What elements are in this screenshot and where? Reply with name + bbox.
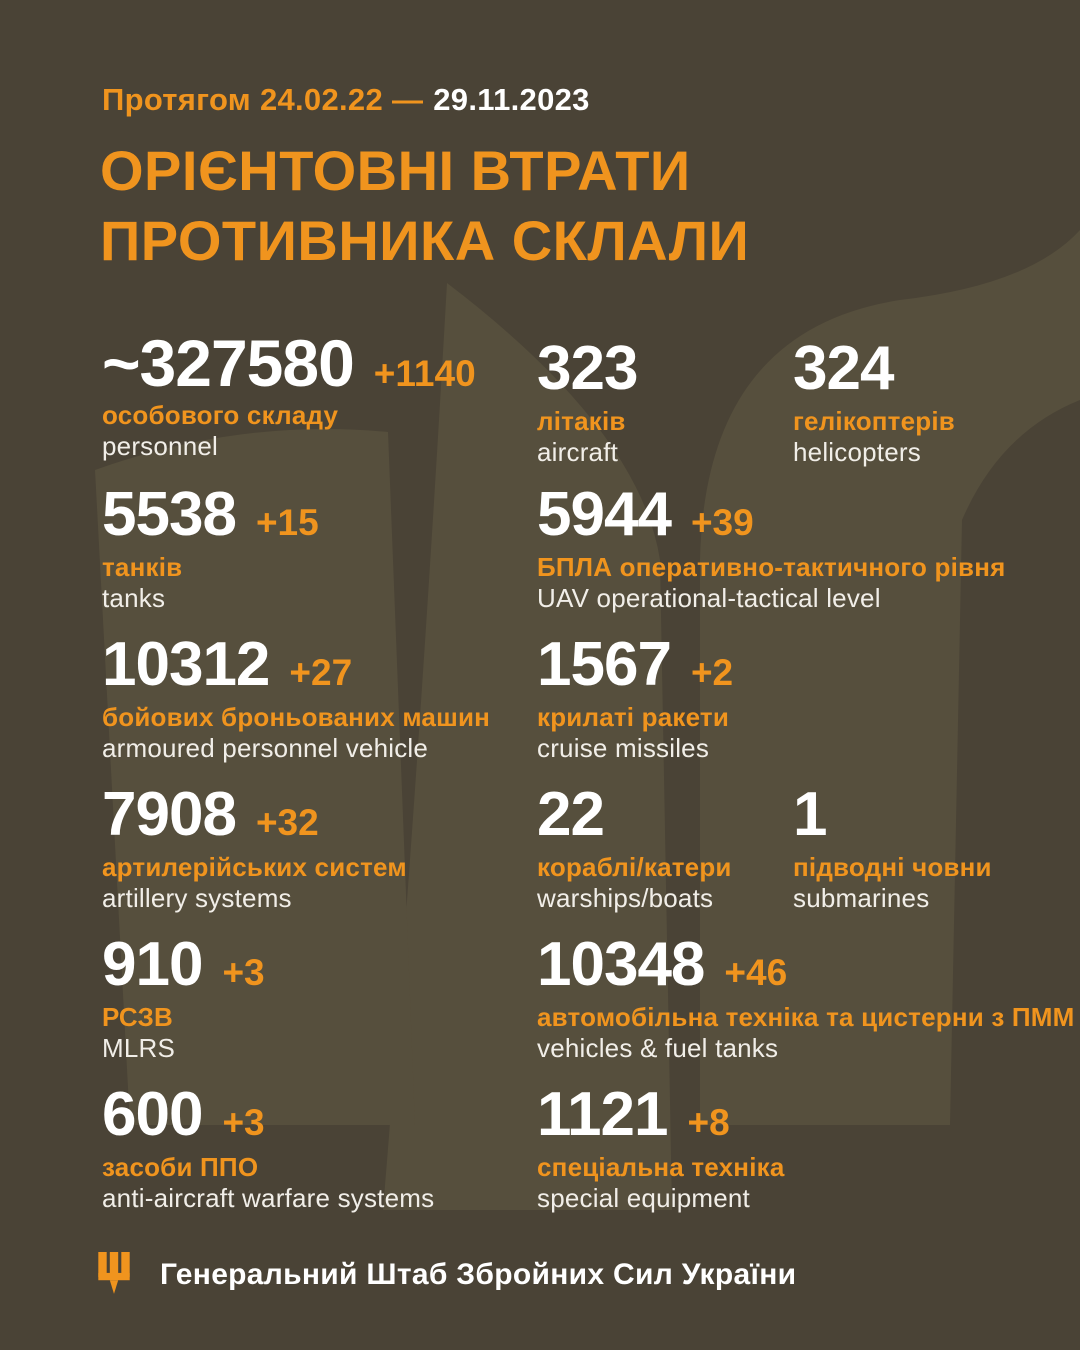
stat-delta: +15: [255, 502, 319, 543]
footer: Генеральний Штаб Збройних Сил України: [96, 1252, 796, 1298]
page-title: ОРІЄНТОВНІ ВТРАТИ ПРОТИВНИКА СКЛАЛИ: [100, 136, 749, 276]
stat-delta: +2: [690, 652, 734, 693]
page-title-line2: ПРОТИВНИКА СКЛАЛИ: [100, 209, 750, 272]
stat-label-ua: крилаті ракети: [537, 702, 730, 732]
stat-personnel: ~327580 +1140 особового складу personnel: [102, 330, 542, 461]
stat-warships: 22 кораблі/катери warships/boats: [537, 782, 787, 913]
stat-label-ua: кораблі/катери: [537, 852, 732, 882]
stat-label-ua: особового складу: [102, 400, 339, 430]
stat-value: 7908: [102, 780, 237, 849]
footer-org-name: Генеральний Штаб Збройних Сил України: [160, 1258, 797, 1291]
stat-special-equipment: 1121 +8 спеціальна техніка special equipm…: [537, 1082, 1077, 1213]
stat-delta: +8: [687, 1102, 730, 1143]
stat-label-ua: спеціальна техніка: [537, 1152, 785, 1182]
stat-label-ua: автомобільна техніка та цистерни з ПММ: [537, 1002, 1075, 1032]
date-range-start: Протягом 24.02.22 —: [102, 82, 424, 117]
stat-value: 10348: [537, 930, 705, 999]
stat-label-en: submarines: [793, 883, 930, 913]
stat-label-ua: літаків: [537, 406, 626, 436]
stat-cruise-missiles: 1567 +2 крилаті ракети cruise missiles: [537, 632, 1077, 763]
stat-label-en: warships/boats: [537, 883, 714, 913]
stat-value: 5944: [537, 480, 672, 549]
stat-value: 1567: [537, 630, 672, 699]
stat-label-en: special equipment: [537, 1183, 750, 1213]
stat-label-en: MLRS: [102, 1033, 176, 1063]
stat-apv: 10312 +27 бойових броньованих машин armou…: [102, 632, 532, 763]
stat-value: 600: [102, 1080, 203, 1149]
stat-label-ua: артилерійських систем: [102, 852, 407, 882]
stat-label-en: vehicles & fuel tanks: [537, 1033, 779, 1063]
stat-label-en: aircraft: [537, 437, 619, 467]
stat-value: 1: [793, 780, 827, 849]
stat-delta: +32: [255, 802, 319, 843]
stat-value: 5538: [102, 480, 237, 549]
stat-delta: +46: [724, 952, 788, 993]
stat-delta: +27: [289, 652, 353, 693]
stat-value: 324: [793, 334, 894, 403]
tryzub-icon: [96, 1252, 132, 1298]
stat-mlrs: 910 +3 РСЗВ MLRS: [102, 932, 522, 1063]
stat-value: 10312: [102, 630, 270, 699]
stat-tanks: 5538 +15 танків tanks: [102, 482, 522, 613]
stat-anti-aircraft: 600 +3 засоби ППО anti-aircraft warfare s…: [102, 1082, 532, 1213]
stat-label-ua: бойових броньованих машин: [102, 702, 491, 732]
stat-helicopters: 324 гелікоптерів helicopters: [793, 336, 1073, 467]
stat-label-en: cruise missiles: [537, 733, 710, 763]
stat-value: 1121: [537, 1080, 669, 1149]
stat-label-ua: підводні човни: [793, 852, 992, 882]
report-date: 29.11.2023: [433, 82, 590, 117]
stat-label-ua: танків: [102, 552, 183, 582]
stat-value: 910: [102, 930, 203, 999]
page-title-line1: ОРІЄНТОВНІ ВТРАТИ: [100, 139, 691, 202]
stat-label-ua: РСЗВ: [102, 1002, 173, 1032]
stat-label-en: artillery systems: [102, 883, 292, 913]
date-range: Протягом 24.02.22 — 29.11.2023: [102, 82, 590, 118]
stat-delta: +1140: [373, 353, 476, 394]
stat-delta: +39: [690, 502, 754, 543]
stat-label-en: armoured personnel vehicle: [102, 733, 429, 763]
stat-label-ua: засоби ППО: [102, 1152, 259, 1182]
stat-label-en: UAV operational-tactical level: [537, 583, 881, 613]
stat-delta: +3: [222, 1102, 265, 1143]
stat-label-en: anti-aircraft warfare systems: [102, 1183, 435, 1213]
stat-value: ~327580: [102, 326, 355, 400]
stat-delta: +3: [222, 952, 265, 993]
stat-vehicles: 10348 +46 автомобільна техніка та цистерн…: [537, 932, 1077, 1063]
stat-label-en: personnel: [102, 431, 218, 461]
stat-uav: 5944 +39 БПЛА оперативно-тактичного рівня…: [537, 482, 1077, 613]
stat-label-en: tanks: [102, 583, 166, 613]
stat-label-ua: БПЛА оперативно-тактичного рівня: [537, 552, 1006, 582]
stat-artillery: 7908 +32 артилерійських систем artillery …: [102, 782, 532, 913]
stat-value: 22: [537, 780, 605, 849]
stat-label-en: helicopters: [793, 437, 921, 467]
stat-submarines: 1 підводні човни submarines: [793, 782, 1073, 913]
stat-label-ua: гелікоптерів: [793, 406, 955, 436]
stat-value: 323: [537, 334, 638, 403]
stat-aircraft: 323 літаків aircraft: [537, 336, 787, 467]
